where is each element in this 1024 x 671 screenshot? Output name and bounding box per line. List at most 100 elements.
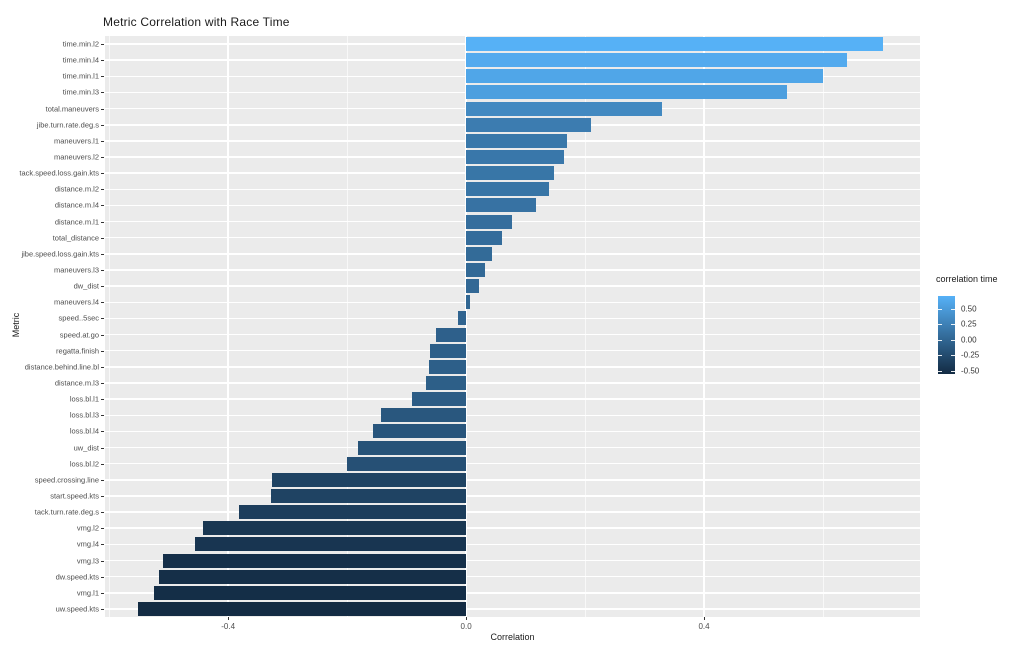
bar [466,214,512,229]
legend-tick-label: 0.25 [961,319,977,329]
bar [429,343,467,358]
y-tick-mark [101,140,104,142]
bar [466,133,568,148]
bar [466,182,549,197]
y-tick-label: maneuvers.l4 [53,297,99,307]
gridline-horizontal [105,366,920,368]
y-tick-label: total_distance [52,233,99,243]
x-tick-mark [704,617,706,620]
y-tick-label: speed..5sec [58,313,99,323]
y-tick-label: total.maneuvers [45,104,99,114]
x-tick-label: 0.4 [698,622,710,631]
bar [466,246,493,261]
gridline-horizontal [105,462,920,465]
y-tick-mark [101,495,104,497]
bar [162,553,467,568]
legend-tick-mark [938,339,942,341]
legend-tick-mark [938,355,942,357]
y-tick-label: loss.bl.l2 [69,459,99,469]
y-tick-label: distance.m.l1 [54,217,99,227]
x-tick-mark [466,617,468,620]
bar [271,472,467,487]
y-tick-mark [101,399,104,401]
y-tick-mark [101,350,104,352]
gridline-horizontal [105,495,920,497]
legend-tick-mark [951,370,955,372]
gridline-horizontal [105,479,920,481]
y-tick-label: vmg.l4 [76,539,99,549]
y-tick-label: dw_dist [73,281,99,291]
legend-tick-labels: 0.50 0.25 0.00 -0.25 -0.50 [936,274,1024,404]
y-tick-mark [101,157,104,159]
y-tick-label: time.min.l3 [62,87,99,97]
y-tick-label: distance.m.l4 [54,200,99,210]
legend-tick-mark [951,339,955,341]
gridline-vertical-minor [584,36,586,617]
bar [466,198,536,213]
legend-tick-mark [951,308,955,310]
y-tick-mark [101,124,104,126]
y-tick-label: loss.bl.l3 [69,410,99,420]
y-tick-mark [101,318,104,320]
y-tick-label: distance.m.l2 [54,184,99,194]
bar [202,521,467,536]
gridline-horizontal [105,285,920,287]
gridline-vertical-major [227,36,230,617]
y-axis-tick-labels: time.min.l2 time.min.l4 time.min.l1 time.mi… [0,36,99,617]
bar [466,166,555,181]
y-tick-label: jibe.speed.loss.gain.kts [21,249,99,259]
legend-gradient-bar [938,296,955,374]
gridline-horizontal [105,220,920,223]
gridline-horizontal [105,575,920,578]
gridline-horizontal [105,398,920,400]
y-tick-label: loss.bl.l4 [69,426,99,436]
y-tick-mark [101,189,104,191]
y-tick-label: tack.turn.rate.deg.s [34,507,99,517]
bar [466,53,847,68]
gridline-horizontal [105,317,920,320]
bar [372,424,467,439]
y-tick-label: time.min.l1 [62,71,99,81]
bar [466,69,824,84]
bar [239,505,467,520]
x-tick-label: -0.4 [221,622,236,631]
x-axis-title: Correlation [490,632,535,642]
y-tick-mark [101,592,104,594]
y-tick-label: vmg.l1 [76,588,99,598]
y-tick-mark [101,366,104,368]
x-tick-label: 0.0 [460,622,472,631]
bar [466,295,471,310]
y-tick-mark [101,221,104,223]
y-tick-mark [101,576,104,578]
bar [381,408,467,423]
gridline-horizontal [105,269,920,271]
y-tick-mark [101,237,104,239]
y-tick-label: vmg.l2 [76,523,99,533]
y-tick-label: distance.behind.line.bl [24,362,99,372]
gridline-vertical-minor [108,36,110,617]
gridline-horizontal [105,543,920,546]
x-tick-mark [228,617,230,620]
bar [429,359,467,374]
y-tick-mark [101,463,104,465]
y-tick-mark [101,205,104,207]
bar [158,569,467,584]
legend-tick-mark [951,355,955,357]
y-tick-label: time.min.l2 [62,39,99,49]
y-tick-mark [101,270,104,271]
y-tick-mark [101,415,104,417]
gridline-vertical-major [465,36,468,617]
gridline-horizontal [105,333,920,336]
y-tick-mark [101,479,104,481]
y-tick-label: start.speed.kts [50,491,99,501]
bar [154,585,467,600]
y-tick-mark [101,528,104,530]
bar [138,601,467,616]
bar [270,488,467,503]
gridline-horizontal [105,430,920,433]
y-tick-label: maneuvers.l3 [53,265,99,275]
y-tick-mark [101,608,104,610]
gridline-horizontal [105,511,920,513]
bar [466,230,502,245]
